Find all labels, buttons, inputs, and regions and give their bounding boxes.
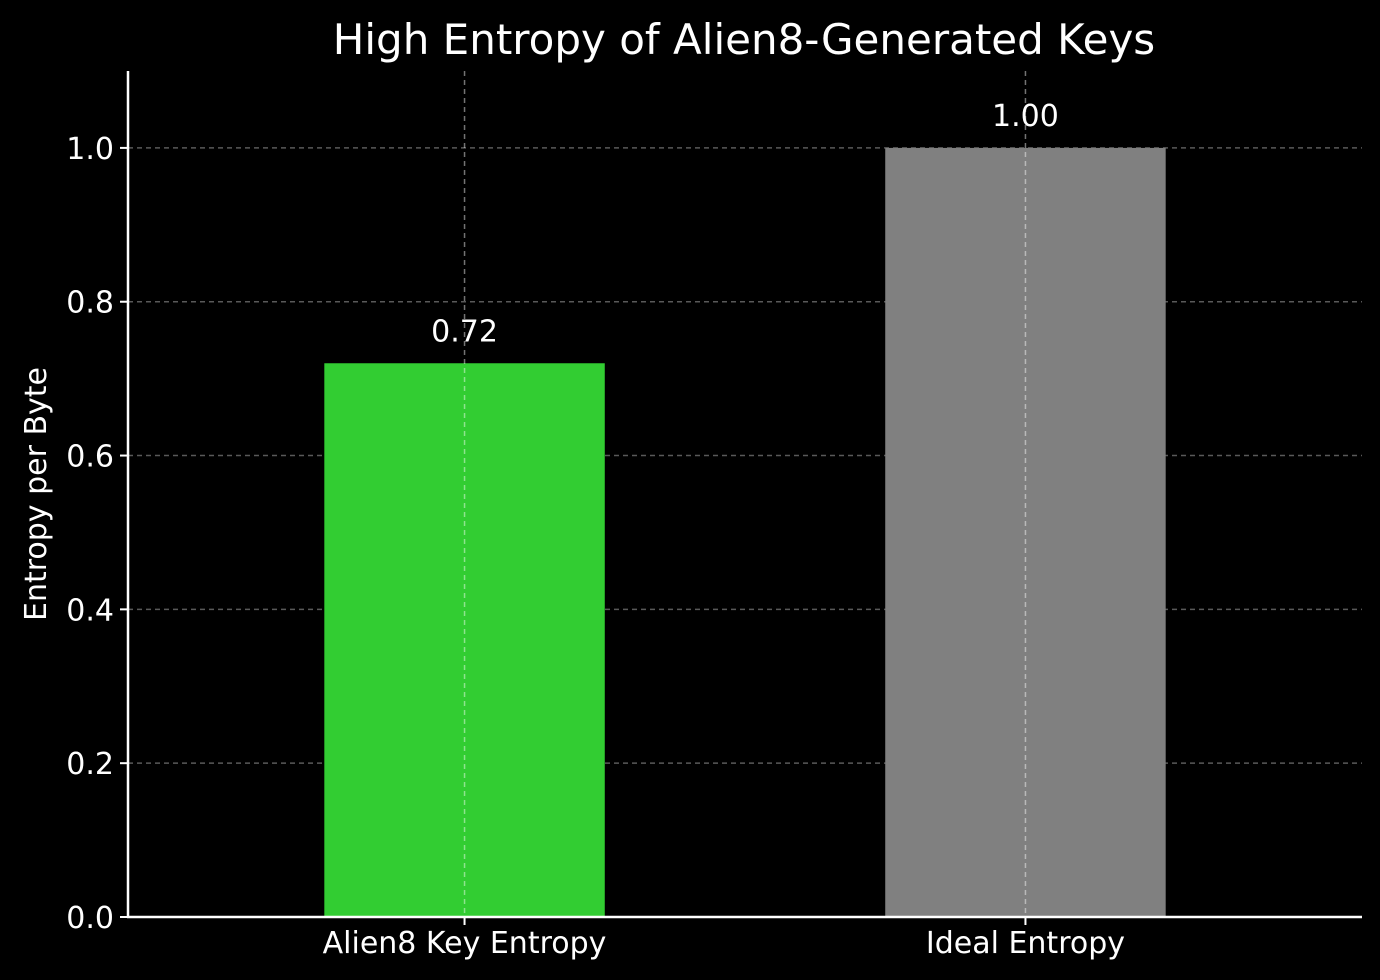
- bar-value-label: 1.00: [992, 99, 1059, 134]
- y-tick-label: 0.4: [66, 593, 114, 628]
- y-tick-label: 0.2: [66, 747, 114, 782]
- y-tick-label: 0.6: [66, 440, 114, 475]
- y-tick-label: 0.0: [66, 901, 114, 936]
- data-labels: 0.72 1.00: [431, 99, 1059, 349]
- bars: [324, 147, 1166, 918]
- bar-value-label: 0.72: [431, 314, 498, 349]
- bar: [885, 147, 1166, 918]
- bar: [324, 363, 605, 918]
- axes: [126, 71, 1362, 919]
- x-tick-label: Ideal Entropy: [926, 926, 1125, 961]
- y-tick-label: 1.0: [66, 132, 114, 167]
- y-tick-label: 0.8: [66, 286, 114, 321]
- y-axis-label: Entropy per Byte: [19, 367, 54, 621]
- vertical-gridlines: [463, 71, 1027, 917]
- y-ticks: 0.0 0.2 0.4 0.6 0.8 1.0: [66, 132, 128, 936]
- chart-title: High Entropy of Alien8-Generated Keys: [333, 15, 1155, 64]
- x-ticks: Alien8 Key Entropy Ideal Entropy: [323, 917, 1125, 961]
- x-tick-label: Alien8 Key Entropy: [323, 926, 607, 961]
